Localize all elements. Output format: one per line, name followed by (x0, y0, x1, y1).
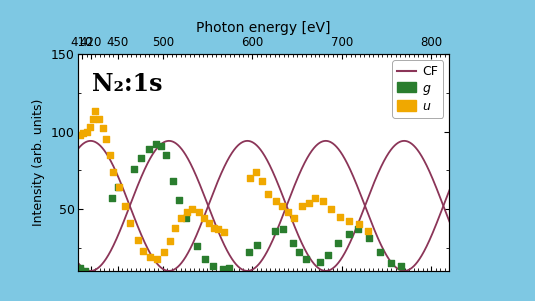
Point (345, 219, 353, 224)
Point (113, 185, 122, 190)
Point (345, 231, 353, 236)
Point (165, 239, 174, 244)
Point (251, 169, 260, 174)
Point (126, 221, 135, 225)
Point (153, 256, 162, 261)
Point (169, 179, 177, 184)
Point (194, 210, 203, 215)
Point (82, 129, 91, 134)
Point (302, 256, 310, 261)
Point (108, 196, 116, 200)
Point (193, 244, 201, 249)
Point (218, 267, 227, 272)
Point (137, 156, 146, 160)
Point (188, 206, 196, 211)
Point (200, 216, 208, 221)
Point (264, 191, 273, 196)
Point (334, 240, 342, 245)
Point (295, 250, 303, 255)
Point (98, 126, 107, 131)
Point (171, 225, 180, 230)
Text: N₂:1s: N₂:1s (93, 72, 163, 95)
Point (354, 227, 362, 231)
Point (182, 216, 190, 221)
Point (114, 185, 123, 190)
Point (324, 253, 333, 258)
Point (151, 141, 160, 146)
Point (270, 228, 279, 233)
Y-axis label: Intensity (arb. units): Intensity (arb. units) (32, 99, 45, 226)
Point (319, 199, 327, 204)
X-axis label: Photon energy [eV]: Photon energy [eV] (196, 21, 331, 35)
Point (174, 197, 183, 202)
Point (364, 236, 373, 241)
Point (182, 210, 191, 215)
Point (162, 152, 171, 157)
Point (130, 166, 139, 171)
Point (336, 214, 345, 219)
Point (139, 248, 147, 253)
Point (76, 265, 85, 270)
Point (159, 250, 168, 255)
Point (327, 206, 335, 211)
Point (271, 199, 280, 204)
Point (355, 222, 363, 227)
Point (121, 203, 129, 208)
Point (316, 259, 325, 264)
Point (288, 240, 297, 245)
Point (76, 132, 85, 137)
Point (219, 230, 228, 234)
Point (311, 196, 319, 200)
Point (278, 203, 286, 208)
Point (91, 109, 100, 114)
Point (95, 117, 103, 122)
Point (397, 264, 406, 269)
Point (205, 221, 213, 225)
Point (298, 203, 307, 208)
Point (304, 200, 313, 205)
Point (145, 146, 154, 151)
Point (88, 117, 97, 122)
Point (157, 143, 165, 148)
Point (284, 210, 293, 215)
Point (387, 261, 395, 265)
Point (244, 250, 253, 255)
Point (133, 237, 142, 242)
Point (225, 265, 233, 270)
Point (80, 268, 89, 273)
Point (375, 250, 384, 255)
Point (364, 228, 372, 233)
Point (290, 216, 299, 221)
Point (177, 216, 185, 221)
Point (201, 256, 209, 261)
Point (258, 179, 266, 184)
Point (79, 131, 87, 135)
Point (279, 227, 287, 231)
Point (210, 225, 218, 230)
Point (86, 125, 94, 129)
Point (209, 264, 217, 269)
Point (109, 169, 118, 174)
Point (102, 137, 111, 142)
Legend: CF, $g$, $u$: CF, $g$, $u$ (392, 61, 443, 118)
Point (214, 227, 223, 231)
Point (105, 152, 114, 157)
Point (246, 175, 255, 180)
Point (146, 255, 155, 259)
Point (253, 242, 261, 247)
